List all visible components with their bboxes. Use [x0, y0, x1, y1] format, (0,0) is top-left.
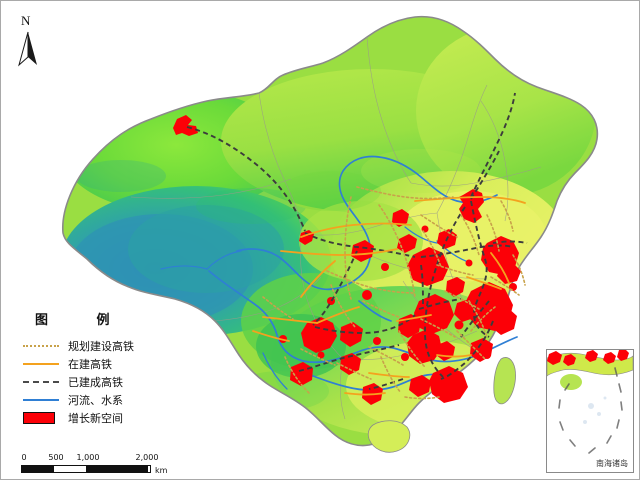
building-hsr-symbol — [23, 357, 59, 371]
national-border — [62, 15, 599, 447]
built-hsr-layer — [186, 92, 528, 390]
built-hsr-symbol — [23, 375, 59, 389]
inset-island-specks — [583, 396, 607, 424]
legend: 图 例 规划建设高铁 在建高铁 已建成高铁 河流、水系 — [23, 309, 183, 427]
inset-hainan — [560, 374, 582, 390]
north-arrow-icon — [18, 31, 37, 67]
legend-title: 图 例 — [35, 313, 132, 328]
scale-tick-2000: 2,000 — [135, 453, 159, 462]
inset-growth-zones — [547, 350, 629, 366]
inset-map-south-china-sea: 南海诸岛 — [546, 349, 634, 473]
river-symbol — [23, 393, 59, 407]
scale-tick-0: 0 — [21, 453, 27, 462]
north-arrow: N — [13, 13, 47, 67]
legend-label-built-hsr: 已建成高铁 — [68, 375, 123, 389]
north-arrow-label: N — [21, 13, 31, 28]
planned-hsr-layer — [262, 186, 526, 400]
legend-item-building-hsr: 在建高铁 — [23, 355, 183, 372]
scale-bar: 0 500 1,000 2,000 km — [21, 453, 167, 475]
scale-tick-1000: 1,000 — [76, 453, 100, 462]
legend-label-building-hsr: 在建高铁 — [68, 357, 112, 371]
legend-label-growth-zone: 增长新空间 — [68, 411, 123, 425]
planned-hsr-symbol — [23, 339, 59, 353]
scale-bar-graphic: km — [21, 465, 167, 475]
growth-zone-symbol — [23, 411, 59, 425]
scale-tick-500: 500 — [48, 453, 64, 462]
nine-dash-line — [558, 367, 623, 454]
legend-label-river: 河流、水系 — [68, 393, 123, 407]
scale-bar-ticks: 0 500 1,000 2,000 — [21, 453, 161, 465]
legend-item-planned-hsr: 规划建设高铁 — [23, 337, 183, 354]
inset-map-label: 南海诸岛 — [596, 459, 628, 468]
inset-map-canvas — [547, 350, 633, 472]
taiwan-island — [493, 357, 516, 405]
legend-item-river: 河流、水系 — [23, 391, 183, 408]
legend-item-growth-zone: 增长新空间 — [23, 409, 183, 426]
scale-bar-unit: km — [155, 466, 168, 475]
hainan-island — [367, 420, 411, 453]
river-layer — [160, 155, 518, 391]
legend-label-planned-hsr: 规划建设高铁 — [68, 339, 134, 353]
legend-item-built-hsr: 已建成高铁 — [23, 373, 183, 390]
growth-zone-layer — [173, 115, 521, 405]
building-hsr-layer — [252, 196, 526, 396]
